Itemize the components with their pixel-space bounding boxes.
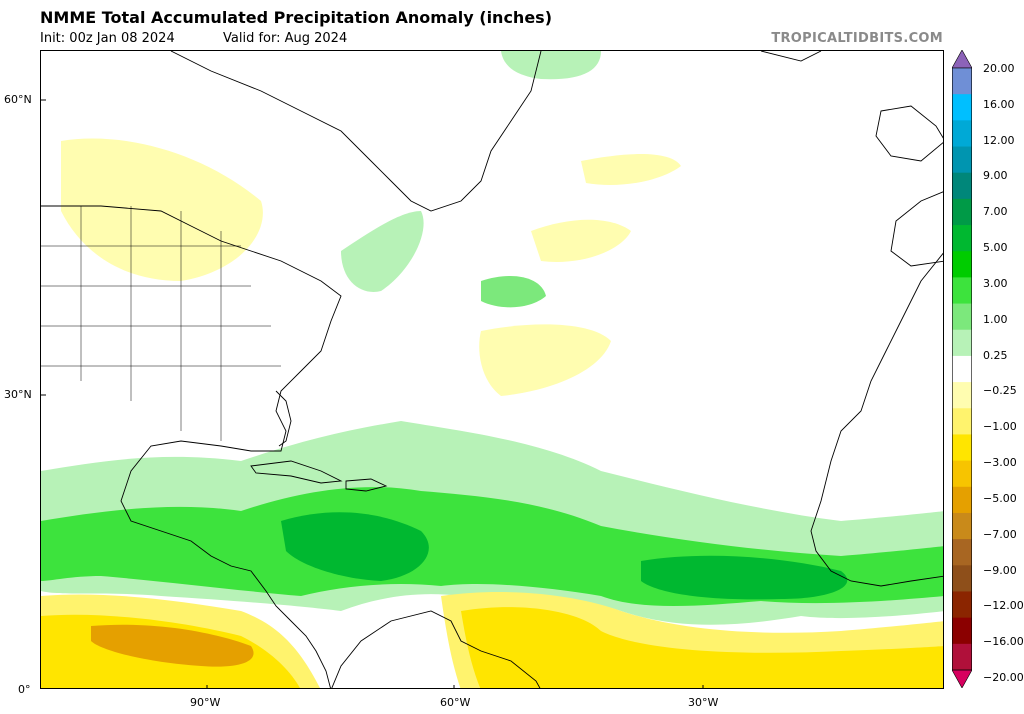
colorbar-segment	[952, 591, 972, 619]
colorbar-segment	[952, 408, 972, 435]
wet-patch-northeast-us	[341, 211, 424, 292]
colorbar-tick-label: −0.25	[983, 384, 1017, 398]
colorbar-segment	[952, 460, 972, 488]
dry-patch-northatlantic	[581, 154, 681, 186]
colorbar-segment	[952, 303, 972, 331]
dry-anomaly-south-atlantic-core	[461, 607, 943, 688]
colorbar-segment	[952, 539, 972, 566]
colorbar-tick-label: 9.00	[983, 169, 1008, 183]
dry-anomaly-max	[91, 624, 254, 667]
colorbar-tick-label: 1.00	[983, 312, 1008, 326]
colorbar-segment	[952, 617, 972, 645]
colorbar-tick-label: 5.00	[983, 241, 1008, 255]
coastline-florida	[275, 390, 292, 447]
colorbar-segment	[952, 146, 972, 174]
source-credit: TROPICALTIDBITS.COM	[771, 31, 943, 46]
colorbar-segment	[952, 94, 972, 121]
lat-label-0: 0°	[18, 683, 31, 696]
colorbar-segment	[952, 355, 972, 383]
colorbar-segment	[952, 225, 972, 252]
colorbar-max-arrow	[952, 50, 972, 69]
dry-patch-central-us	[61, 138, 263, 281]
coastline-south-america	[331, 610, 541, 688]
coastline-africa	[810, 252, 943, 587]
axis-ticks	[41, 99, 704, 688]
coastline-cuba	[250, 460, 343, 484]
wet-patch-atlantic	[481, 276, 546, 308]
colorbar	[952, 50, 972, 688]
map-canvas	[41, 51, 943, 688]
colorbar-tick-label: −7.00	[983, 527, 1017, 541]
lat-label-60n: 60°N	[4, 93, 32, 106]
coastline-iceland	[760, 51, 822, 62]
colorbar-segment	[952, 329, 972, 357]
colorbar-segment	[952, 198, 972, 226]
colorbar-tick-label: −16.00	[983, 635, 1024, 649]
lon-label-30w: 30°W	[688, 696, 719, 709]
colorbar-segment	[952, 643, 972, 671]
us-state-borders	[41, 206, 281, 441]
colorbar-tick-label: −12.00	[983, 599, 1024, 613]
colorbar-segment	[952, 565, 972, 592]
colorbar-segment	[952, 277, 972, 305]
wet-patch-greenland	[501, 51, 601, 80]
colorbar-tick-label: −3.00	[983, 456, 1017, 470]
colorbar-segment	[952, 434, 972, 462]
colorbar-segment	[952, 382, 972, 409]
init-time: Init: 00z Jan 08 2024	[40, 31, 175, 46]
map-title: NMME Total Accumulated Precipitation Ano…	[40, 8, 552, 27]
colorbar-segment	[952, 486, 972, 514]
colorbar-segment	[952, 68, 972, 95]
colorbar-tick-label: 3.00	[983, 276, 1008, 290]
colorbar-tick-label: −20.00	[983, 671, 1024, 684]
precipitation-map	[40, 50, 944, 689]
colorbar-tick-label: 7.00	[983, 205, 1008, 219]
coastline-greenland-labrador	[170, 51, 542, 212]
valid-time: Valid for: Aug 2024	[223, 31, 348, 46]
colorbar-tick-label: 0.25	[983, 348, 1008, 362]
colorbar-segment	[952, 512, 972, 540]
colorbar-tick-label: −5.00	[983, 491, 1017, 505]
colorbar-tick-label: 16.00	[983, 97, 1015, 111]
colorbar-tick-label: −9.00	[983, 563, 1017, 577]
coastline-north-america	[41, 205, 342, 688]
colorbar-tick-label: 12.00	[983, 133, 1015, 147]
wet-anomaly-max	[281, 512, 429, 581]
colorbar-frame	[952, 67, 972, 671]
dry-patch-midatlantic	[479, 324, 611, 396]
colorbar-tick-label: −1.00	[983, 420, 1017, 434]
colorbar-tick-label: 20.00	[983, 62, 1015, 75]
coastline-hispaniola	[345, 478, 388, 492]
colorbar-segment	[952, 172, 972, 200]
lat-label-30n: 30°N	[4, 388, 32, 401]
coastline-british-isles	[875, 105, 943, 162]
wet-anomaly-max-east	[641, 555, 848, 600]
colorbar-segment	[952, 251, 972, 278]
colorbar-min-arrow	[952, 669, 972, 688]
colorbar-segment	[952, 120, 972, 148]
lon-label-60w: 60°W	[440, 696, 471, 709]
dry-patch-central-atlantic	[531, 219, 631, 262]
coastline-iberia	[890, 191, 943, 267]
lon-label-90w: 90°W	[190, 696, 221, 709]
